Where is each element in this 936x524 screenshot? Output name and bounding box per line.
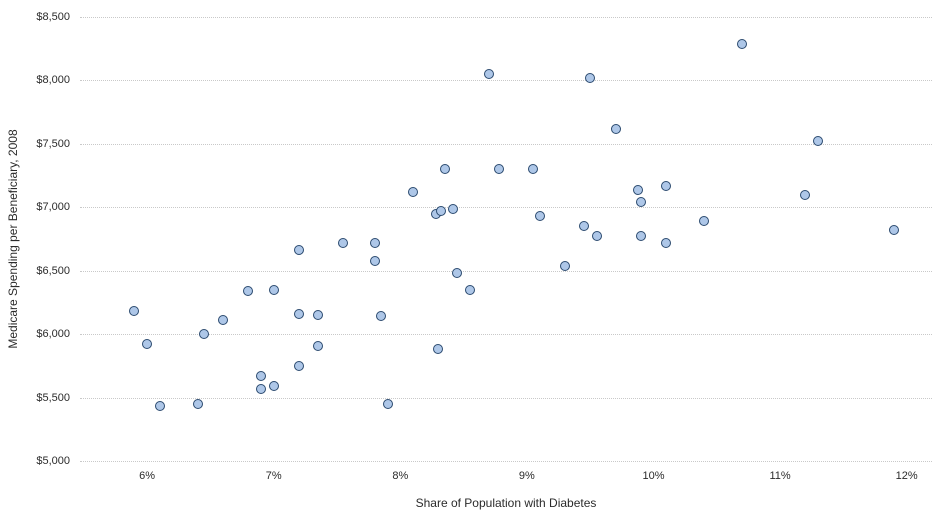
data-point [256,383,267,394]
data-point [661,237,672,248]
data-point [192,398,203,409]
data-point [661,180,672,191]
data-point [268,381,279,392]
data-point [635,231,646,242]
data-point [129,306,140,317]
data-point [578,221,589,232]
data-point [464,284,475,295]
x-axis-tick-label: 7% [265,470,282,482]
data-point [376,311,387,322]
plot-area [80,17,932,462]
data-point [439,164,450,175]
data-point [433,344,444,355]
data-point [635,197,646,208]
h-gridline [80,80,932,82]
data-point [154,401,165,412]
data-point [889,225,900,236]
h-gridline [80,461,932,462]
data-point [435,206,446,217]
data-point [528,164,539,175]
data-point [633,184,644,195]
data-point [313,340,323,351]
data-point [382,398,393,409]
h-gridline [80,207,932,209]
x-axis-tick-label: 10% [642,470,665,482]
x-axis-tick-label: 11% [769,470,791,482]
data-point [313,310,323,321]
data-point [294,308,304,319]
data-point [294,360,304,371]
data-point [369,255,380,266]
data-point [559,260,570,271]
data-point [483,69,494,80]
y-axis-tick-label: $7,000 [36,201,70,214]
x-axis-tick-label: 12% [895,470,918,482]
data-point [534,211,545,222]
data-point [800,189,811,200]
data-point [218,315,229,326]
y-axis-tick-label: $6,000 [36,328,70,341]
data-point [448,203,459,214]
data-point [256,371,267,381]
data-point [737,38,748,49]
x-axis-title: Share of Population with Diabetes [415,496,597,510]
data-point [268,284,279,295]
y-axis-tick-label: $8,500 [36,11,70,23]
data-point [338,237,349,248]
h-gridline [80,17,932,18]
x-axis-tick-label: 6% [139,470,156,482]
y-axis-tick-label: $7,500 [36,137,70,150]
data-point [610,123,621,134]
data-point [452,268,463,279]
data-point [585,72,596,83]
data-point [591,231,602,242]
data-point [699,216,710,227]
data-point [369,237,380,248]
y-axis-tick-label: $6,500 [36,264,70,277]
h-gridline [80,334,932,336]
x-axis-tick-label: 9% [518,470,535,482]
h-gridline [80,270,932,272]
y-axis-tick-label: $8,000 [36,74,70,87]
y-axis-tick-label: $5,500 [36,391,70,404]
data-point [142,339,153,350]
data-point [294,245,304,256]
y-axis-tick-label: $5,000 [36,455,70,467]
data-point [199,329,210,340]
h-gridline [80,143,932,145]
data-point [494,164,505,175]
data-point [813,136,824,147]
h-gridline [80,397,932,399]
data-point [407,187,418,198]
data-point [243,286,254,296]
x-axis-tick-label: 8% [392,470,409,482]
